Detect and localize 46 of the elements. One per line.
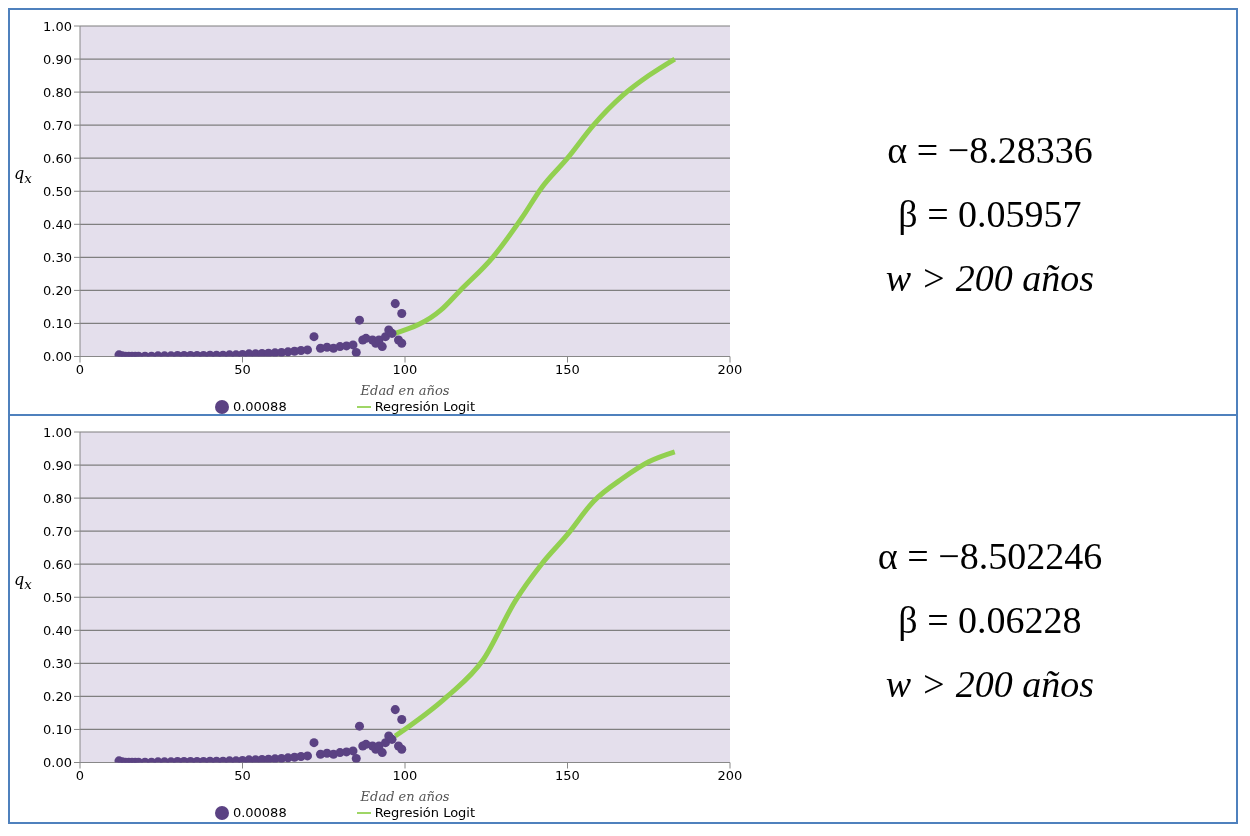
x-axis-title: Edad en años (359, 382, 450, 398)
y-tick-label: 0.60 (43, 556, 72, 572)
y-tick-label: 0.10 (43, 316, 72, 332)
text: α = −8.28336 (887, 128, 1093, 172)
text: α = −8.502246 (877, 534, 1103, 578)
y-tick-label: 0.30 (43, 655, 72, 671)
y-tick-label: 0.20 (43, 689, 72, 705)
x-tick-label: 0 (75, 767, 85, 783)
x-tick-label: 100 (392, 767, 418, 783)
y-axis-title: q$_{x}$ (14, 570, 32, 593)
y-tick-label: 0.40 (43, 216, 72, 232)
y-tick-label: 0.60 (43, 150, 72, 166)
x-tick-label: 50 (234, 361, 251, 377)
y-tick-label: 0.00 (43, 755, 72, 771)
x-tick-label: 150 (555, 767, 580, 783)
y-axis-title: q$_{x}$ (14, 164, 32, 187)
x-tick-label: 0 (75, 361, 85, 377)
x-tick-label: 150 (555, 361, 580, 377)
text: w > 200 años (885, 662, 1095, 706)
y-tick-label: 0.40 (43, 622, 72, 638)
y-tick-label: 1.00 (43, 18, 72, 34)
text: β = 0.05957 (898, 192, 1082, 236)
y-tick-label: 0.00 (43, 349, 72, 365)
text: β = 0.06228 (898, 598, 1082, 642)
legend-label: 0.00088 (232, 804, 287, 820)
y-tick-label: 0.50 (43, 183, 72, 199)
y-tick-label: 0.90 (43, 457, 72, 473)
legend-label: Regresión Logit (374, 804, 476, 820)
y-tick-label: 0.20 (43, 283, 72, 299)
y-tick-label: 0.70 (43, 523, 72, 539)
y-tick-label: 0.80 (43, 84, 72, 100)
x-axis-title: Edad en años (359, 788, 450, 804)
y-tick-label: 0.30 (43, 249, 72, 265)
x-tick-label: 100 (392, 361, 418, 377)
legend-label: 0.00088 (232, 398, 287, 414)
y-tick-label: 0.10 (43, 722, 72, 738)
x-tick-label: 200 (717, 767, 743, 783)
y-tick-label: 0.50 (43, 589, 72, 605)
text: w > 200 años (885, 256, 1095, 300)
y-tick-label: 0.80 (43, 490, 72, 506)
y-tick-label: 0.90 (43, 51, 72, 67)
legend-label: Regresión Logit (374, 398, 476, 414)
y-tick-label: 0.70 (43, 117, 72, 133)
y-tick-label: 1.00 (43, 424, 72, 440)
x-tick-label: 50 (234, 767, 251, 783)
x-tick-label: 200 (717, 361, 743, 377)
